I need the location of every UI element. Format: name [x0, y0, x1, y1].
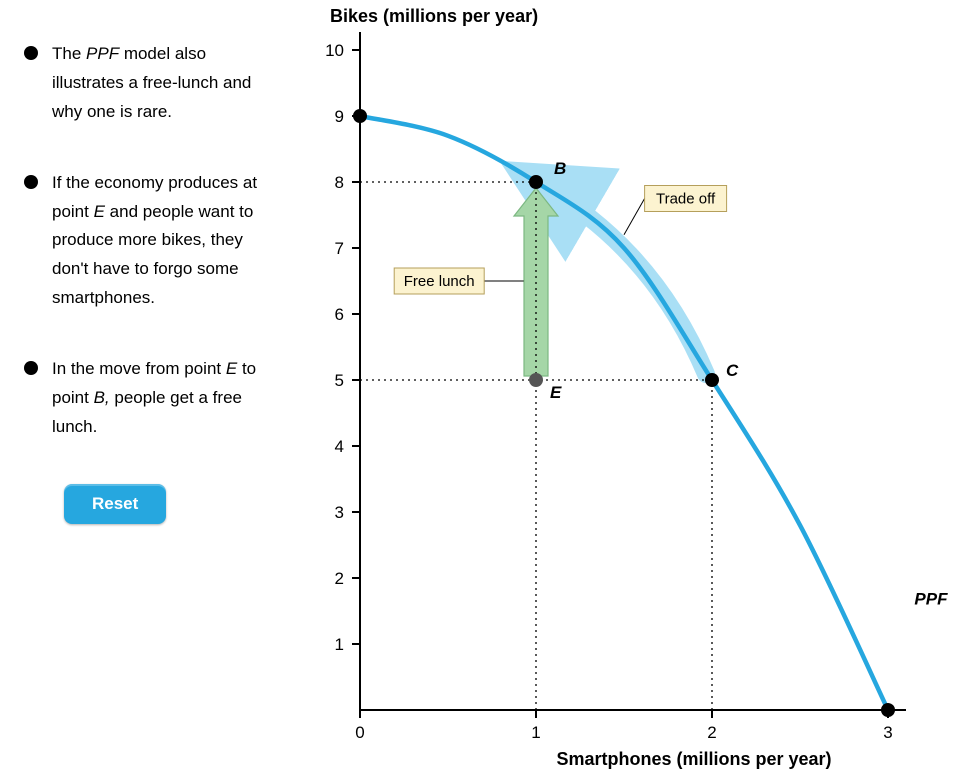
x-tick-label: 2 — [707, 723, 716, 742]
y-tick-label: 2 — [335, 569, 344, 588]
bullet-2-text: If the economy produces at point E and p… — [52, 173, 257, 308]
bullet-dot-icon — [24, 175, 38, 189]
y-tick-label: 9 — [335, 107, 344, 126]
x-axis-title: Smartphones (millions per year) — [556, 749, 831, 769]
y-tick-label: 5 — [335, 371, 344, 390]
bullet-3: In the move from point E to point B, peo… — [24, 355, 264, 442]
reset-button[interactable]: Reset — [64, 484, 166, 524]
y-tick-label: 10 — [325, 41, 344, 60]
ppf-curve — [360, 116, 888, 710]
free-lunch-label-text: Free lunch — [404, 273, 475, 290]
point-A — [353, 109, 367, 123]
point-label-C: C — [726, 361, 739, 380]
y-tick-label: 8 — [335, 173, 344, 192]
bullet-3-text: In the move from point E to point B, peo… — [52, 359, 256, 436]
y-tick-label: 4 — [335, 437, 344, 456]
y-tick-label: 6 — [335, 305, 344, 324]
point-C — [705, 373, 719, 387]
bullet-1-text: The PPF model also illustrates a free-lu… — [52, 44, 251, 121]
point-E — [529, 373, 543, 387]
y-tick-label: 7 — [335, 239, 344, 258]
ppf-label: PPF — [914, 589, 948, 608]
x-tick-label: 0 — [355, 723, 364, 742]
bullet-list: The PPF model also illustrates a free-lu… — [24, 40, 264, 524]
tradeoff-arrow — [546, 188, 706, 374]
y-tick-label: 3 — [335, 503, 344, 522]
point-D — [881, 703, 895, 717]
trade-off-label-leader — [624, 199, 645, 235]
trade-off-label-text: Trade off — [656, 191, 716, 208]
y-axis-title: Bikes (millions per year) — [330, 6, 538, 26]
point-label-B: B — [554, 159, 566, 178]
x-tick-label: 3 — [883, 723, 892, 742]
x-tick-label: 1 — [531, 723, 540, 742]
bullet-1: The PPF model also illustrates a free-lu… — [24, 40, 264, 127]
bullet-2: If the economy produces at point E and p… — [24, 169, 264, 313]
bullet-dot-icon — [24, 46, 38, 60]
ppf-chart: 0 1 2 3 1 2 3 4 5 6 7 8 9 10 Bikes (millions per year)… — [290, 0, 948, 780]
point-label-E: E — [550, 383, 562, 402]
bullet-dot-icon — [24, 361, 38, 375]
y-tick-label: 1 — [335, 635, 344, 654]
point-B — [529, 175, 543, 189]
